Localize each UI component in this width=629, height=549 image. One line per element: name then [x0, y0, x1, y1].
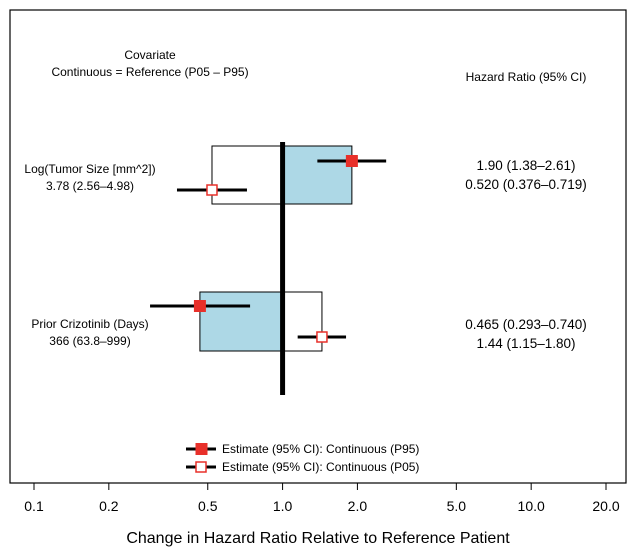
- tumor-size-p95-bar: [282, 145, 353, 205]
- legend-p05-marker: [195, 461, 207, 473]
- hr-prior-crizotinib-p05-label: 1.44 (1.15–1.80): [476, 336, 575, 351]
- legend: Estimate (95% CI): Continuous (P95) Esti…: [186, 442, 419, 474]
- x-tick-label: 2.0: [348, 498, 368, 514]
- legend-p05-label: Estimate (95% CI): Continuous (P05): [222, 460, 419, 474]
- x-axis: 0.1 0.2 0.5 1.0 2.0 5.0 10.0 20.0: [24, 483, 620, 514]
- tumor-size-p05-estimate: [206, 184, 218, 196]
- tumor-size-p05-bar: [211, 145, 284, 205]
- x-tick-label: 0.5: [198, 498, 218, 514]
- x-tick-label: 20.0: [592, 498, 619, 514]
- prior-crizotinib-p95-bar: [199, 291, 284, 352]
- legend-p95-marker: [195, 443, 208, 455]
- tumor-size-p95-estimate: [345, 155, 358, 167]
- x-tick-label: 0.1: [24, 498, 44, 514]
- hr-prior-crizotinib-p95-label: 0.465 (0.293–0.740): [465, 317, 587, 332]
- hazard-ratio-header: Hazard Ratio (95% CI): [466, 70, 587, 84]
- prior-crizotinib-p95-estimate: [193, 300, 206, 312]
- covariate-header: Covariate: [124, 48, 176, 62]
- x-axis-label: Change in Hazard Ratio Relative to Refer…: [126, 530, 510, 547]
- plot-frame: [9, 9, 627, 484]
- covariate-prior-crizotinib-values: 366 (63.8–999): [49, 334, 130, 348]
- x-tick-label: 1.0: [273, 498, 293, 514]
- hr-tumor-size-p95-label: 1.90 (1.38–2.61): [476, 158, 575, 173]
- x-tick-label: 5.0: [447, 498, 467, 514]
- x-tick-label: 10.0: [518, 498, 545, 514]
- covariate-prior-crizotinib-name: Prior Crizotinib (Days): [31, 317, 148, 331]
- covariate-tumor-size-values: 3.78 (2.56–4.98): [46, 179, 134, 193]
- prior-crizotinib-p05-bar: [282, 291, 323, 352]
- prior-crizotinib-p05-estimate: [316, 331, 328, 343]
- hr-tumor-size-p05-label: 0.520 (0.376–0.719): [465, 177, 587, 192]
- x-tick-label: 0.2: [99, 498, 119, 514]
- legend-p95-label: Estimate (95% CI): Continuous (P95): [222, 442, 419, 456]
- covariate-reference-header: Continuous = Reference (P05 – P95): [51, 65, 248, 79]
- covariate-tumor-size-name: Log(Tumor Size [mm^2]): [24, 162, 155, 176]
